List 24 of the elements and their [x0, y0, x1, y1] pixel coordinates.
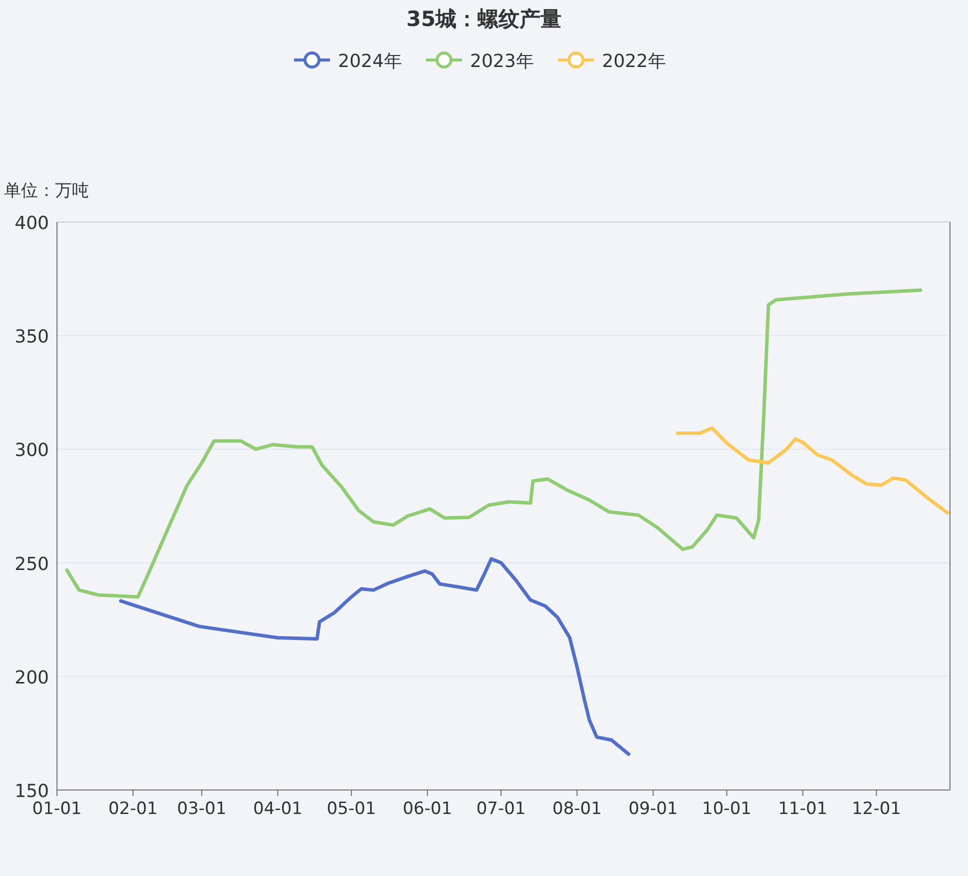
legend-label: 2022年 — [602, 51, 666, 72]
y-tick-label: 350 — [14, 326, 49, 348]
legend-label: 2023年 — [470, 51, 534, 72]
y-tick-label: 150 — [14, 781, 49, 802]
x-tick-label: 08-01 — [552, 799, 602, 819]
x-tick-label: 07-01 — [476, 799, 526, 819]
x-tick-label: 12-01 — [852, 799, 902, 819]
x-tick-label: 11-01 — [778, 799, 828, 819]
y-tick-label: 200 — [14, 667, 49, 688]
y-tick-label: 300 — [14, 440, 49, 462]
y-tick-label: 250 — [14, 554, 49, 575]
x-tick-label: 04-01 — [253, 799, 302, 819]
line-series — [676, 426, 950, 515]
x-tick-label: 03-01 — [177, 799, 226, 819]
x-tick-label: 09-01 — [628, 799, 678, 819]
legend-label: 2024年 — [338, 51, 402, 72]
x-tick-label: 01-01 — [32, 799, 82, 819]
x-tick-label: 06-01 — [402, 799, 452, 819]
chart-title: 35城：螺纹产量 — [406, 7, 562, 31]
y-axis-title: 单位：万吨 — [4, 181, 89, 201]
x-tick-label: 02-01 — [108, 799, 158, 819]
x-tick-label: 10-01 — [702, 799, 752, 819]
x-tick-label: 05-01 — [326, 799, 376, 819]
y-tick-label: 400 — [14, 213, 49, 234]
